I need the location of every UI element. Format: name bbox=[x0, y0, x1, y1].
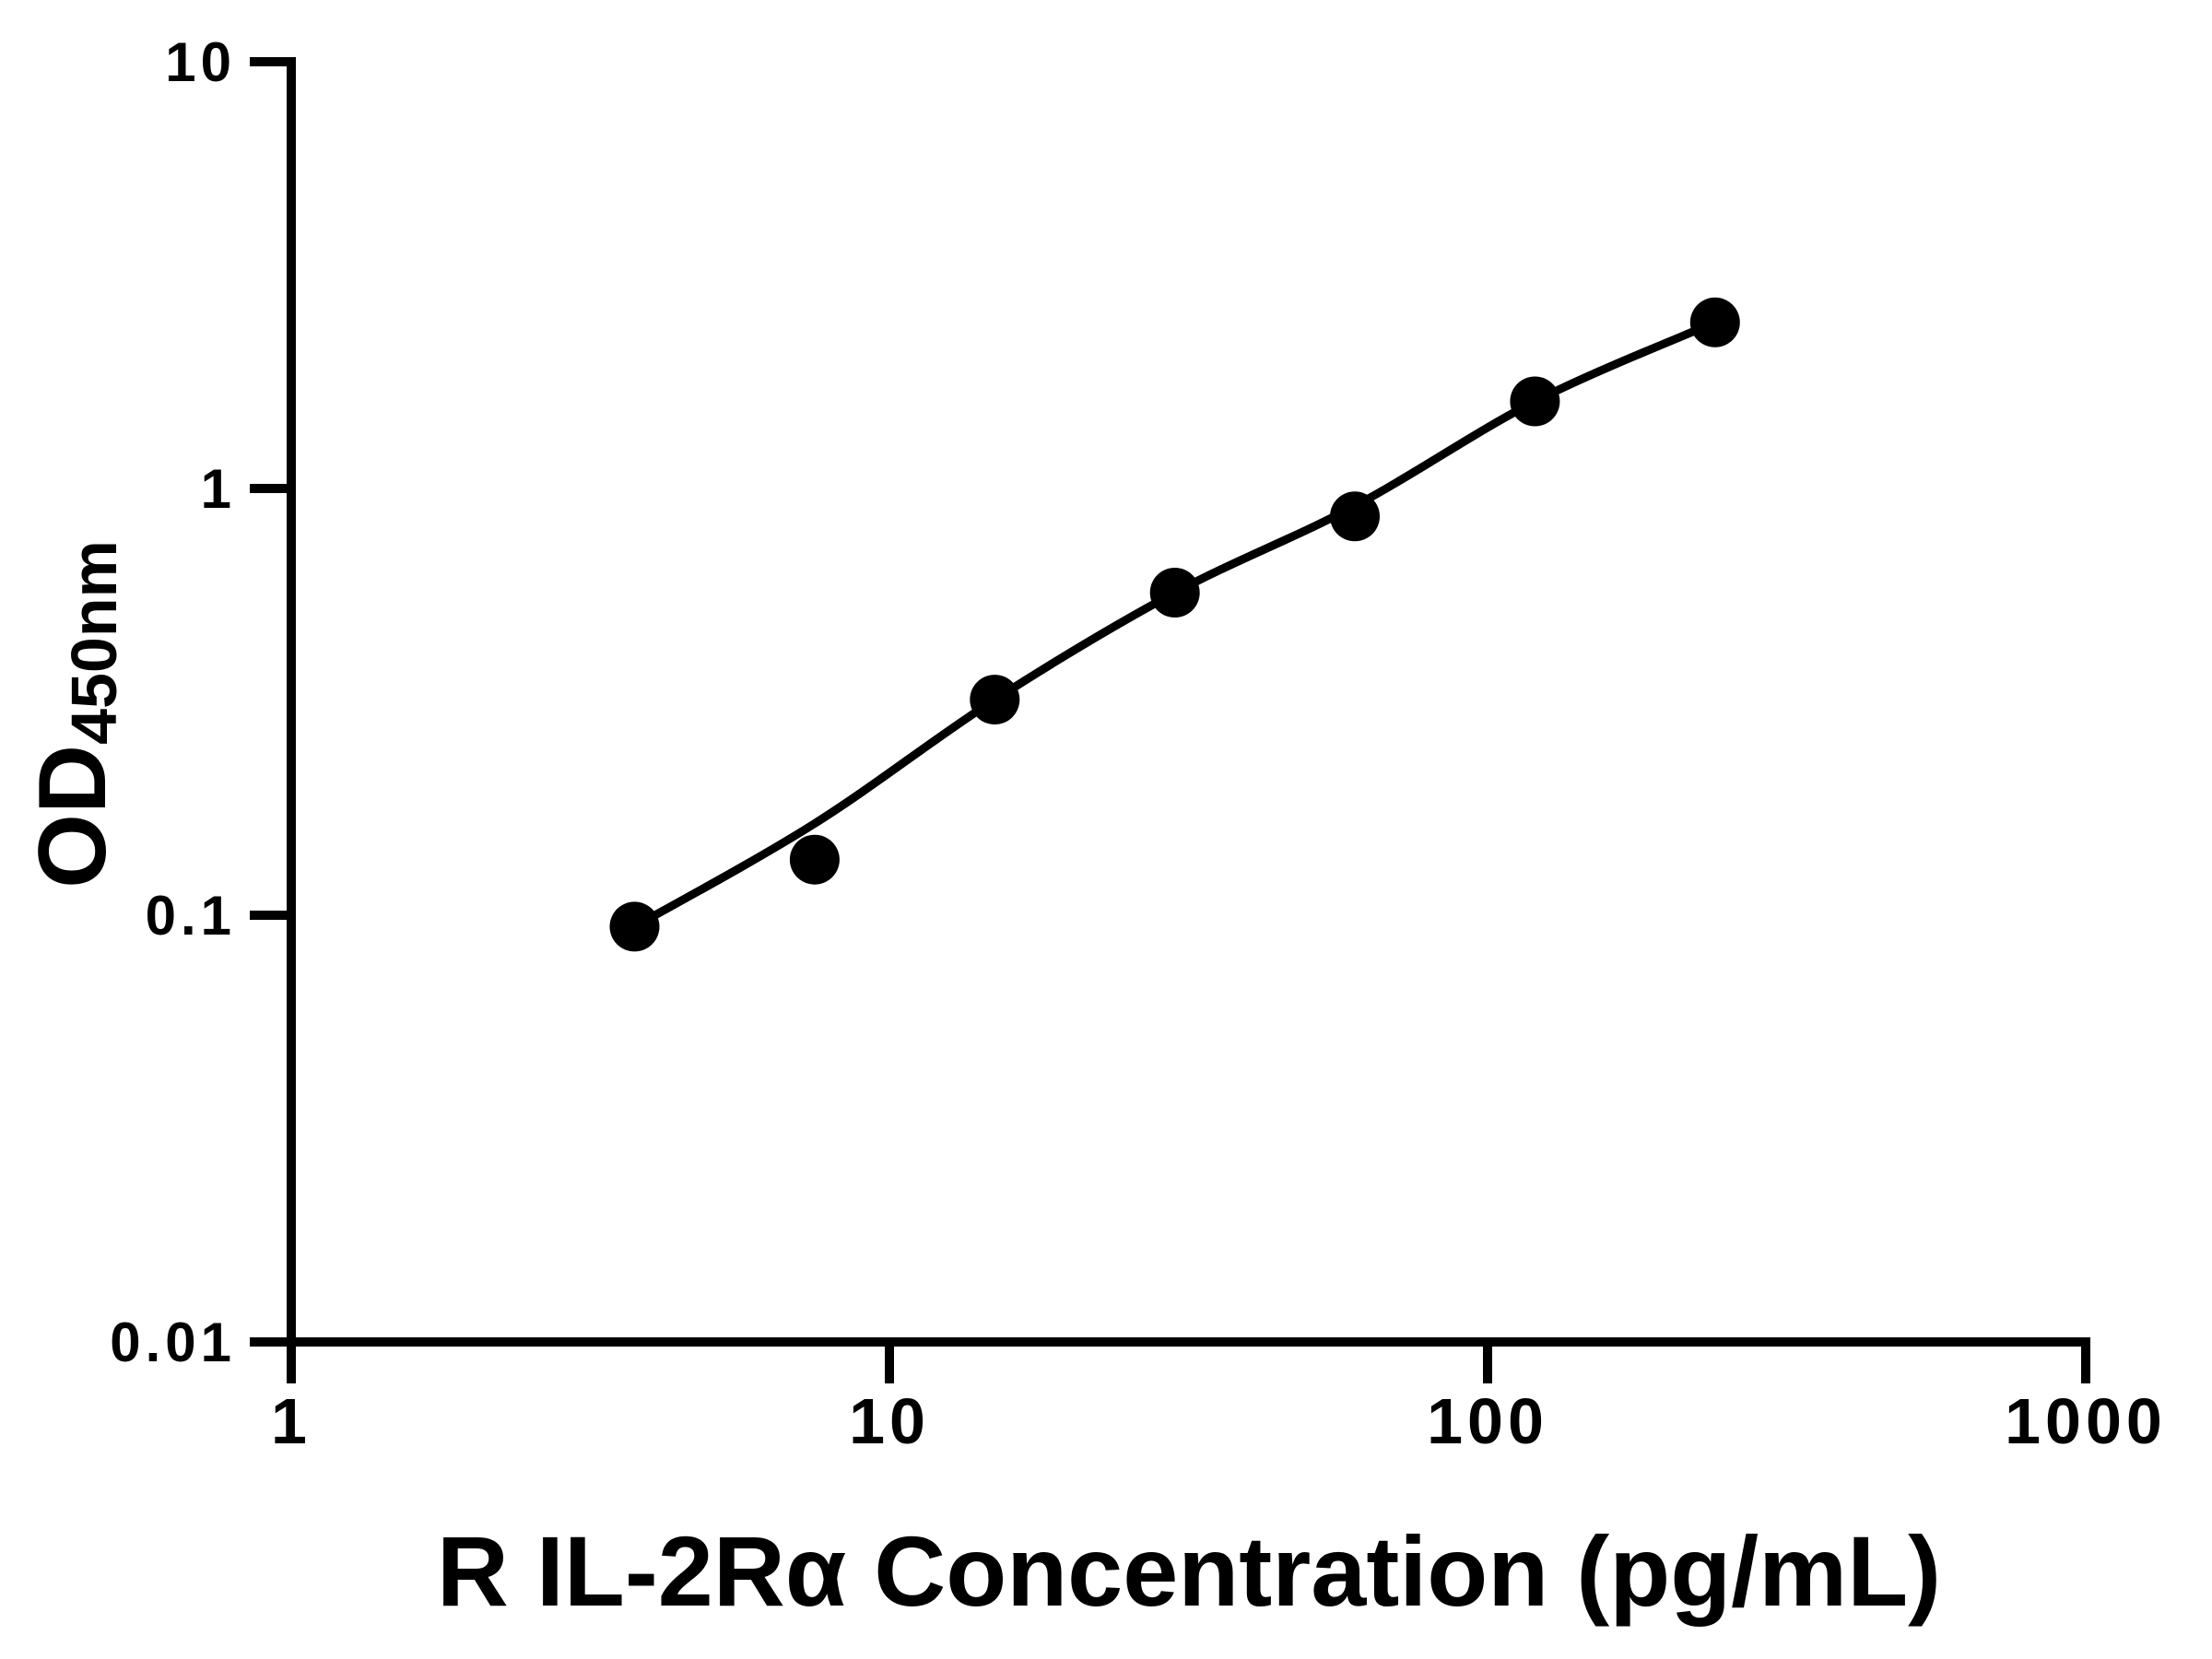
axis-tick-labels: 1 10 100 1000 0.01 0.1 1 10 bbox=[110, 31, 2167, 1457]
data-point-4 bbox=[1149, 568, 1200, 618]
x-tick-label-10: 10 bbox=[849, 1385, 930, 1457]
data-point-5 bbox=[1330, 491, 1380, 542]
data-point-2 bbox=[789, 834, 840, 885]
y-tick-label-1: 1 bbox=[201, 458, 236, 520]
x-tick-label-100: 100 bbox=[1427, 1385, 1548, 1457]
data-point-7 bbox=[1689, 297, 1740, 347]
x-axis-title: R IL-2Rα Concentration (pg/mL) bbox=[437, 1515, 1941, 1627]
axis-ticks bbox=[250, 57, 2090, 1383]
y-axis-title-subscript: 450nm bbox=[58, 540, 130, 745]
y-tick-label-10: 10 bbox=[165, 31, 236, 93]
data-point-6 bbox=[1510, 376, 1560, 427]
data-point-3 bbox=[970, 675, 1020, 725]
data-point-1 bbox=[609, 901, 660, 952]
x-tick-label-1: 1 bbox=[271, 1385, 312, 1457]
y-axis-title: OD450nm bbox=[19, 540, 130, 888]
x-tick-label-1000: 1000 bbox=[2005, 1385, 2167, 1457]
data-points bbox=[609, 297, 1740, 952]
y-axis-title-main: OD bbox=[19, 745, 126, 888]
y-tick-label-0.1: 0.1 bbox=[146, 885, 236, 947]
y-tick-label-0.01: 0.01 bbox=[110, 1312, 236, 1373]
axes bbox=[287, 57, 2090, 1347]
